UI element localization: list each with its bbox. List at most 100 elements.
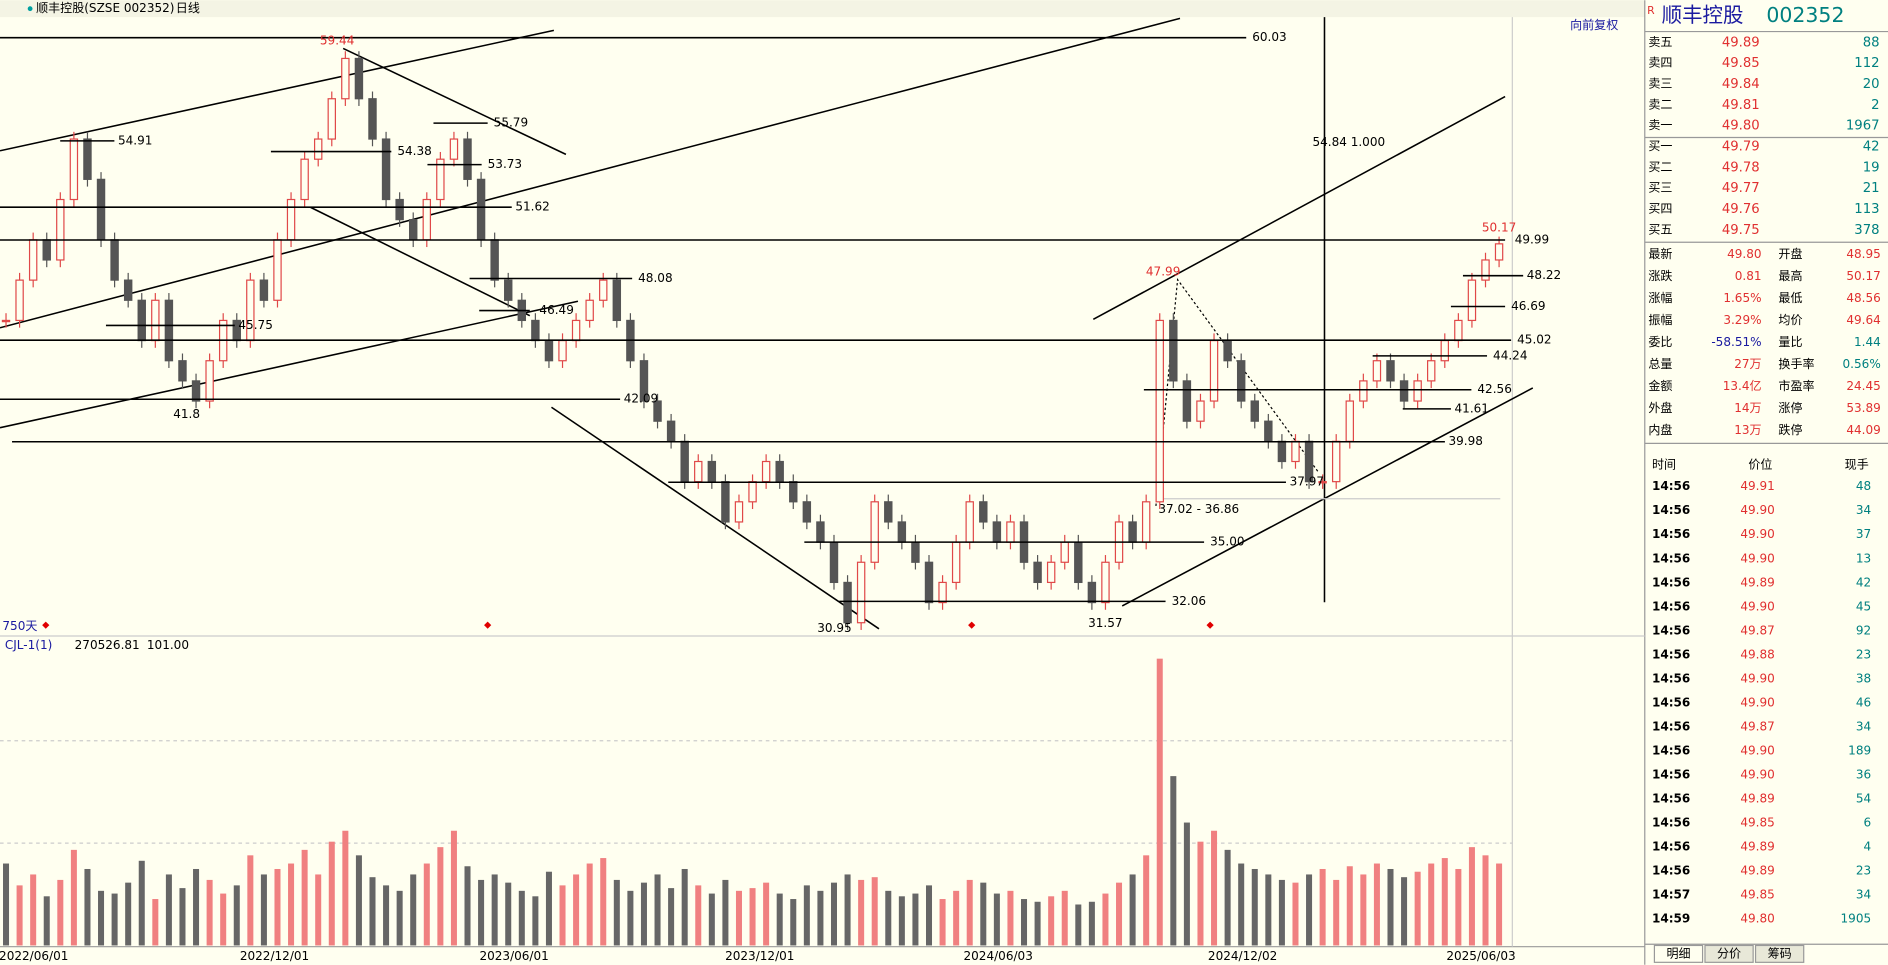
book-label: 卖二 <box>1648 97 1672 111</box>
candle <box>1 319 11 323</box>
tab[interactable] <box>1704 944 1754 963</box>
tab-label[interactable]: 分价 <box>1717 946 1741 960</box>
symbol-tab[interactable]: 顺丰控股(SZSE 002352) <box>36 1 174 15</box>
tab-label[interactable]: 明细 <box>1666 946 1690 960</box>
volume-bar <box>1088 901 1095 946</box>
volume-bar <box>586 863 593 946</box>
tick-volume: 13 <box>1856 551 1871 565</box>
candle <box>1427 360 1436 382</box>
x-tick-label: 2023/06/01 <box>479 949 548 963</box>
volume-bar <box>410 874 417 946</box>
volume-bar <box>1251 868 1258 946</box>
level-label: 46.69 <box>1511 299 1545 313</box>
candle <box>911 541 920 563</box>
book-volume: 88 <box>1863 35 1880 50</box>
candle <box>856 561 866 624</box>
volume-bar <box>464 866 471 946</box>
tab[interactable] <box>1653 944 1704 963</box>
volume-bar <box>1224 849 1231 946</box>
candle <box>734 501 744 523</box>
volume-bar <box>1401 877 1408 946</box>
tab[interactable] <box>1754 944 1805 963</box>
candle <box>653 400 662 422</box>
tab-label[interactable]: 筹码 <box>1768 946 1792 960</box>
level-label: 30.95 <box>817 621 851 635</box>
book-price: 49.80 <box>1722 119 1760 134</box>
candle <box>1277 440 1287 463</box>
candle <box>1399 380 1409 402</box>
candle <box>721 481 730 523</box>
x-tick-label: 2022/12/01 <box>240 949 309 963</box>
candle <box>300 158 309 201</box>
high-label: 47.99 <box>1146 264 1180 278</box>
book-volume: 42 <box>1863 140 1880 155</box>
ticks-header: 时间 <box>1652 458 1676 472</box>
level-label: 49.99 <box>1515 233 1549 247</box>
candle <box>191 380 201 402</box>
volume-bar <box>1265 874 1272 946</box>
stat-label: 量比 <box>1778 335 1802 349</box>
candle <box>83 138 92 180</box>
tick-time: 14:57 <box>1652 888 1690 902</box>
candle <box>612 279 622 322</box>
period-tab[interactable]: 日线 <box>176 1 200 15</box>
candle <box>680 440 689 483</box>
candle <box>286 198 296 241</box>
tick-time: 14:56 <box>1652 695 1690 709</box>
candle <box>829 541 839 584</box>
candle <box>951 541 961 584</box>
tick-time: 14:56 <box>1652 864 1690 878</box>
ticks-header: 价位 <box>1748 457 1772 472</box>
level-label: 55.79 <box>494 116 528 130</box>
level-label: 51.62 <box>515 200 549 214</box>
volume-bar <box>1482 855 1489 946</box>
candle <box>178 360 187 382</box>
tick-price: 49.85 <box>1740 888 1774 902</box>
candle <box>1006 521 1015 543</box>
candle <box>151 299 160 342</box>
candle <box>381 138 391 201</box>
candle <box>666 420 676 442</box>
book-volume: 20 <box>1863 77 1880 92</box>
note: 54.84 1.000 <box>1312 135 1385 149</box>
candle <box>96 178 106 241</box>
candle <box>1250 400 1259 422</box>
volume-bar <box>817 890 824 946</box>
tick-time: 14:56 <box>1652 840 1690 854</box>
candle <box>1223 339 1232 362</box>
stat-label: 涨幅 <box>1648 290 1672 305</box>
volume-bar <box>559 885 566 946</box>
volume-bar <box>491 874 498 946</box>
volume-bar <box>1197 841 1204 946</box>
candle <box>585 299 594 322</box>
volume-bar <box>545 871 552 946</box>
volume-bar <box>1496 863 1503 946</box>
volume-bar <box>138 860 145 946</box>
candle <box>449 138 459 160</box>
volume-bar <box>260 874 267 946</box>
volume-bar <box>193 868 200 946</box>
candle <box>1467 279 1477 322</box>
tick-price: 49.89 <box>1740 840 1774 854</box>
book-price: 49.89 <box>1722 35 1760 50</box>
tick-volume: 6 <box>1863 816 1871 830</box>
stock-code: 002352 <box>1766 3 1844 27</box>
candle <box>816 521 825 543</box>
volume-bar <box>993 893 1000 946</box>
volume-bar <box>57 879 64 946</box>
dot <box>27 6 33 12</box>
tick-time: 14:56 <box>1652 551 1690 565</box>
candle <box>273 239 282 301</box>
tick-volume: 1905 <box>1841 912 1872 926</box>
adjust[interactable]: 向前复权 <box>1570 17 1618 32</box>
candle <box>884 501 893 523</box>
stat-value: 0.56% <box>1843 357 1881 371</box>
candle <box>137 299 146 342</box>
volume-bar <box>600 858 607 946</box>
stat-value: 13.4亿 <box>1723 378 1762 393</box>
volume-bar <box>749 888 756 946</box>
volume-bar <box>423 863 430 946</box>
book-price: 49.81 <box>1722 98 1760 113</box>
